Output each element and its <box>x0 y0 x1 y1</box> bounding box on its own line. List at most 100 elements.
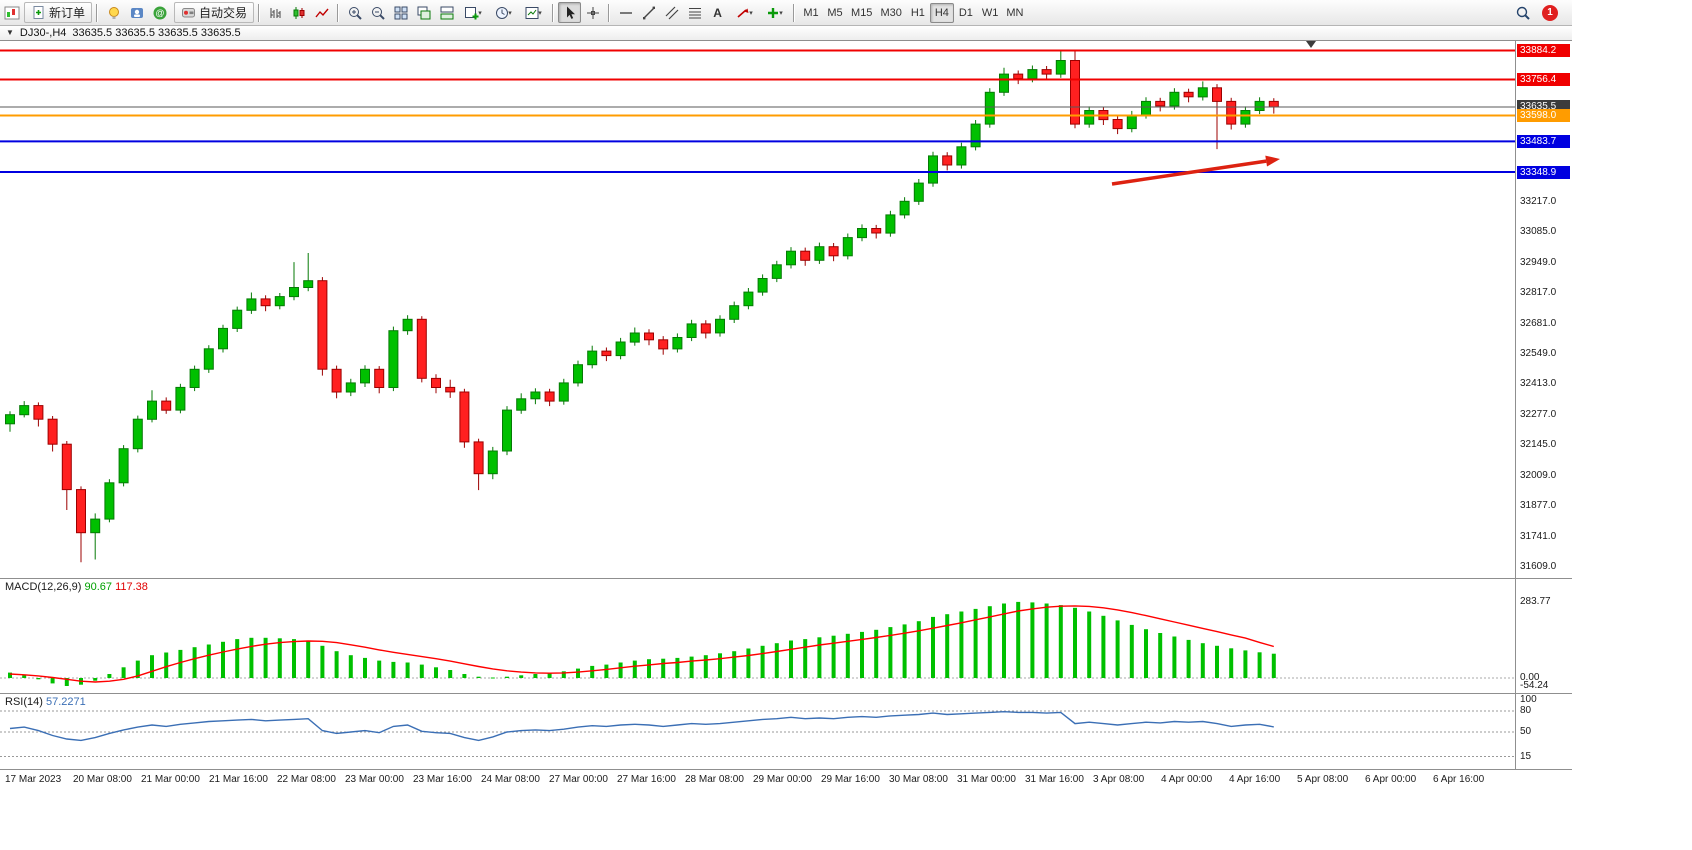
time-axis[interactable]: 17 Mar 2023 20 Mar 08:00 21 Mar 00:00 21 Ma… <box>0 770 1572 790</box>
templates-button[interactable]: ▾ <box>518 2 548 23</box>
macd-main-value: 90.67 <box>84 581 113 593</box>
candle-body <box>1155 100 1166 107</box>
tile-horizontal-button[interactable] <box>435 2 458 23</box>
tile-windows-button[interactable] <box>389 2 412 23</box>
timeframe-button-h4[interactable]: H4 <box>929 2 954 23</box>
arrows-tool-button[interactable]: ▾ <box>729 2 759 23</box>
candle-body <box>601 350 612 357</box>
candle-body <box>672 337 683 350</box>
macd-histogram-bar <box>718 653 722 678</box>
time-label: 31 Mar 00:00 <box>957 774 1016 785</box>
macd-histogram-bar <box>1101 615 1106 678</box>
macd-canvas[interactable] <box>0 579 1515 693</box>
bar-chart-button[interactable] <box>264 2 287 23</box>
chart-ohlc-values: 33635.5 33635.5 33635.5 33635.5 <box>72 27 241 39</box>
notification-badge[interactable]: 1 <box>1542 4 1558 21</box>
fibonacci-tool-button[interactable] <box>683 2 706 23</box>
candle-body <box>459 391 470 443</box>
rsi-canvas[interactable] <box>0 694 1515 769</box>
cascade-windows-icon <box>416 5 432 21</box>
cursor-icon <box>562 5 578 21</box>
new-order-button[interactable]: 新订单 <box>24 2 93 23</box>
new-chart-button[interactable]: ▾ <box>458 2 488 23</box>
candle-body <box>5 414 15 425</box>
price-scale[interactable]: 33217.0 33085.0 32949.0 32817.0 32681.0 32549… <box>1515 41 1572 578</box>
price-tick-label: 32681.0 <box>1520 317 1557 329</box>
candle-body <box>970 123 981 148</box>
macd-histogram-bar <box>8 672 12 678</box>
line-chart-button[interactable] <box>310 2 333 23</box>
candle-body <box>416 318 427 379</box>
text-tool-button[interactable]: A <box>706 2 729 23</box>
profile-button[interactable] <box>125 2 148 23</box>
community-icon: @ <box>152 5 168 21</box>
timeframe-button-w1[interactable]: W1 <box>981 6 999 19</box>
fibonacci-icon <box>687 5 703 21</box>
metaeditor-button[interactable] <box>102 2 125 23</box>
trend-arrow[interactable] <box>1111 159 1267 186</box>
macd-histogram-bar <box>1271 653 1276 678</box>
main-chart-canvas[interactable] <box>0 41 1515 577</box>
candle-body <box>558 382 569 402</box>
timeframe-button-m1[interactable]: M1 <box>803 6 819 19</box>
timeframe-button-d1[interactable]: D1 <box>958 6 973 19</box>
macd-histogram-bar <box>746 648 751 678</box>
rsi-scale[interactable]: 100 80 50 15 <box>1515 694 1572 769</box>
search-icon <box>1515 5 1531 21</box>
macd-histogram-bar <box>803 639 808 678</box>
timeframe-button-mn[interactable]: MN <box>1006 6 1024 19</box>
macd-histogram-bar <box>874 629 879 678</box>
cascade-windows-button[interactable] <box>412 2 435 23</box>
macd-histogram-bar <box>590 665 595 678</box>
macd-histogram-bar <box>36 678 41 680</box>
macd-histogram-bar <box>206 644 211 678</box>
notification-count: 1 <box>1547 7 1553 18</box>
indicators-button[interactable]: ▾ <box>759 2 789 23</box>
equidistant-channel-icon <box>664 5 680 21</box>
auto-trading-button[interactable]: 自动交易 <box>174 2 255 23</box>
timeframe-button-h1[interactable]: H1 <box>910 6 925 19</box>
panel-splitter[interactable] <box>0 693 1572 694</box>
time-label: 5 Apr 08:00 <box>1297 774 1349 785</box>
periods-button[interactable]: ▾ <box>488 2 518 23</box>
panel-splitter[interactable] <box>0 769 1572 770</box>
timeframe-button-m30[interactable]: M30 <box>880 6 902 19</box>
candle-body <box>658 339 669 350</box>
price-tick-label: 31609.0 <box>1520 561 1557 572</box>
time-label: 27 Mar 16:00 <box>617 774 676 785</box>
community-button[interactable]: @ <box>148 2 171 23</box>
price-tick-label: 31741.0 <box>1520 531 1557 543</box>
candle-body <box>942 155 953 166</box>
price-tick-label: 32009.0 <box>1520 470 1557 482</box>
timeframe-button-m5[interactable]: M5 <box>827 6 843 19</box>
zoom-out-button[interactable] <box>366 2 389 23</box>
lightbulb-icon <box>106 5 122 21</box>
search-button[interactable] <box>1511 2 1534 23</box>
candle-body <box>360 368 370 384</box>
zoom-in-button[interactable] <box>343 2 366 23</box>
candle-body <box>1027 69 1038 80</box>
macd-histogram-bar <box>987 606 992 678</box>
channel-tool-button[interactable] <box>660 2 683 23</box>
one-click-trading-arrow-icon[interactable]: ▼ <box>6 28 14 37</box>
candle-body <box>686 323 697 338</box>
macd-histogram-bar <box>164 652 169 678</box>
text-tool-icon: A <box>713 5 722 20</box>
macd-histogram-bar <box>1215 645 1219 678</box>
chart-symbol-period: DJ30-,H4 <box>19 27 67 39</box>
chart-shift-marker[interactable] <box>1306 41 1316 48</box>
horizontal-line-tool-button[interactable] <box>614 2 637 23</box>
candlestick-chart-button[interactable] <box>287 2 310 23</box>
add-indicator-icon <box>765 5 781 21</box>
bar-chart-icon <box>268 5 284 21</box>
cursor-tool-button[interactable] <box>558 2 582 23</box>
macd-histogram-bar <box>789 640 793 678</box>
macd-histogram-bar <box>1044 603 1049 678</box>
candle-body <box>899 200 910 216</box>
timeframe-button-m15[interactable]: M15 <box>851 6 873 19</box>
level-price-badge: 33756.4 <box>1517 73 1570 86</box>
crosshair-tool-button[interactable] <box>581 2 604 23</box>
trendline-tool-button[interactable] <box>637 2 660 23</box>
panel-splitter[interactable] <box>0 578 1572 579</box>
macd-scale[interactable]: 283.77 0.00 -54.24 <box>1515 579 1572 693</box>
